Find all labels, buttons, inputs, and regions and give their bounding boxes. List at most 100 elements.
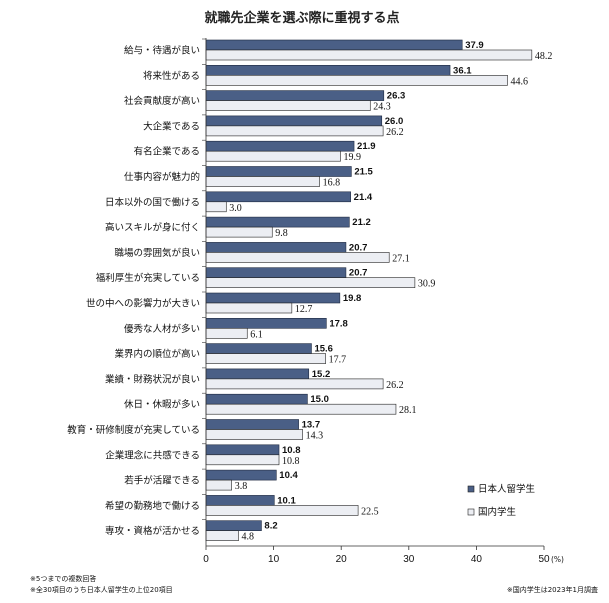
category-label: 企業理念に共感できる	[105, 449, 200, 461]
bar-series-1	[205, 216, 350, 228]
bar-series-1	[205, 242, 347, 253]
data-label-series-2: 4.8	[241, 532, 254, 543]
bar-series-2	[205, 125, 384, 137]
x-tick-label: 50	[538, 554, 550, 565]
category-label: 休日・休暇が多い	[124, 399, 200, 411]
bar-series-1	[205, 368, 310, 380]
bar-series-2	[205, 252, 390, 263]
bars-layer	[205, 39, 533, 542]
bar-series-2	[205, 378, 384, 390]
x-tick-label: 10	[268, 554, 280, 565]
bar-series-1	[205, 115, 383, 127]
data-label-series-2: 6.1	[250, 329, 263, 340]
data-label-series-1: 21.2	[352, 217, 371, 228]
bar-series-2	[205, 403, 397, 415]
category-label: 高いスキルが身に付く	[105, 222, 200, 234]
bar-series-2	[205, 176, 320, 187]
bar-series-2	[205, 479, 232, 491]
data-label-series-2: 3.8	[235, 481, 248, 492]
data-label-series-1: 26.0	[385, 116, 404, 127]
category-label: 有名企業である	[134, 146, 200, 158]
bar-series-1	[205, 393, 308, 405]
data-label-series-2: 12.7	[295, 304, 313, 315]
category-label: 世の中への影響力が大きい	[86, 298, 200, 310]
bar-series-2	[205, 277, 416, 289]
data-label-series-1: 36.1	[453, 65, 472, 76]
category-label: 福利厚生が充実している	[96, 272, 200, 284]
legend-label-series-1: 日本人留学生	[478, 483, 536, 495]
data-label-series-1: 19.8	[343, 293, 362, 304]
data-label-series-2: 19.9	[344, 152, 362, 163]
category-label: 将来性がある	[143, 70, 200, 82]
data-label-series-1: 20.7	[349, 242, 368, 253]
bar-series-2	[205, 49, 533, 61]
data-label-series-1: 21.5	[354, 167, 373, 178]
data-label-series-1: 13.7	[302, 420, 321, 431]
bar-series-1	[205, 469, 277, 481]
data-label-series-2: 48.2	[535, 51, 553, 62]
category-label: 職場の雰囲気が良い	[114, 247, 200, 259]
bar-series-1	[205, 166, 352, 177]
bar-series-2	[205, 353, 326, 364]
category-label: 社会貢献度が高い	[124, 95, 200, 107]
category-label: 仕事内容が魅力的	[124, 171, 200, 183]
category-label: 希望の勤務地で働ける	[105, 500, 200, 512]
data-label-series-2: 3.0	[229, 203, 242, 214]
data-label-series-2: 44.6	[510, 76, 527, 87]
bar-series-1	[205, 292, 341, 304]
data-label-series-2: 27.1	[392, 253, 410, 264]
bar-series-2	[205, 505, 359, 516]
bar-series-2	[205, 454, 280, 466]
category-label: 業績・財務状況が良い	[105, 373, 200, 385]
data-label-series-1: 21.9	[357, 141, 376, 152]
bar-series-1	[205, 444, 280, 456]
data-label-series-2: 17.7	[329, 355, 347, 366]
x-axis-ticks: 0 10 20 30 40 50	[202, 38, 550, 565]
data-label-series-2: 26.2	[386, 127, 404, 138]
bar-series-1	[205, 343, 312, 354]
bar-series-2	[205, 226, 273, 238]
bar-series-1	[205, 140, 355, 152]
legend: 日本人留学生 国内学生	[467, 483, 536, 518]
bar-series-1	[205, 39, 463, 51]
legend-swatch-series-1	[467, 485, 475, 493]
data-label-series-1: 15.2	[312, 369, 331, 380]
data-label-series-1: 21.4	[354, 192, 373, 203]
data-label-series-2: 14.3	[306, 431, 324, 442]
legend-label-series-2: 国内学生	[478, 506, 517, 518]
data-label-series-2: 28.1	[399, 405, 417, 416]
x-tick-label: 20	[336, 554, 348, 565]
category-label: 優秀な人材が多い	[124, 323, 200, 335]
x-tick-label: 30	[403, 554, 415, 565]
data-label-series-1: 10.4	[279, 470, 298, 481]
data-label-series-1: 17.8	[329, 318, 348, 329]
data-label-series-2: 26.2	[386, 380, 404, 391]
data-label-series-1: 15.0	[310, 394, 329, 405]
footnote-survey-date: ※国内学生は2023年1月調査	[507, 585, 598, 594]
data-label-series-1: 20.7	[349, 268, 368, 279]
data-label-series-1: 37.9	[465, 40, 484, 51]
bar-series-1	[205, 419, 299, 430]
category-label: 業界内の順位が高い	[114, 348, 200, 360]
data-label-series-1: 8.2	[264, 521, 277, 532]
data-label-series-1: 10.8	[282, 445, 301, 456]
bar-series-2	[205, 327, 248, 339]
data-label-series-2: 30.9	[418, 279, 436, 290]
data-label-series-2: 22.5	[361, 506, 379, 517]
bar-series-2	[205, 100, 371, 111]
legend-swatch-series-2	[467, 508, 475, 516]
bar-series-1	[205, 191, 351, 203]
chart-title: 就職先企業を選ぶ際に重視する点	[204, 10, 399, 26]
unit-label: (%)	[551, 555, 564, 564]
bar-series-2	[205, 150, 341, 162]
category-label: 教育・研修制度が充実している	[67, 424, 200, 436]
bar-series-2	[205, 429, 303, 440]
data-label-series-2: 16.8	[323, 178, 341, 189]
data-label-series-1: 15.6	[314, 344, 333, 355]
data-label-series-1: 26.3	[387, 91, 406, 102]
bar-series-1	[205, 65, 451, 76]
data-label-series-1: 10.1	[277, 495, 296, 506]
bar-series-1	[205, 267, 347, 279]
bar-series-1	[205, 90, 385, 101]
